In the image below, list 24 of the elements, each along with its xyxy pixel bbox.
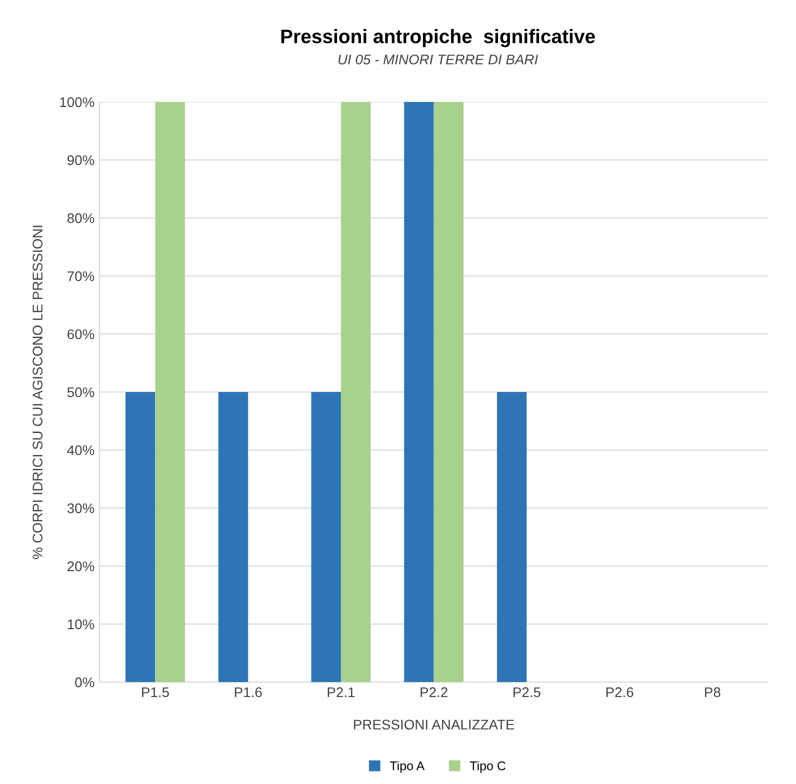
legend-label: Tipo C [470,761,506,773]
y-tick-label: 90% [67,155,94,166]
x-tick-label: P1.5 [142,687,169,698]
y-tick-label: 20% [68,561,94,572]
y-tick-label: 60% [68,329,94,340]
chart-subtitle: UI 05 - MINORI TERRE DI BARI [338,54,538,64]
y-tick-label: 50% [67,387,94,398]
legend-label: Tipo A [390,761,425,773]
x-tick-label: P2.1 [328,687,355,698]
x-tick-label: P2.6 [606,687,634,698]
y-tick-label: 100% [60,97,94,108]
x-tick-label: P8 [705,687,720,698]
x-tick-label: P2.5 [514,687,540,698]
y-tick-label: 0% [75,677,94,688]
y-tick-label: 40% [67,445,94,456]
y-tick-label: 70% [68,271,94,282]
chart-title: Pressioni antropiche significative [281,29,595,48]
y-tick-label: 80% [67,213,94,224]
x-tick-label: P1.6 [234,687,262,698]
y-tick-label: 10% [68,619,94,630]
y-tick-label: 30% [67,503,94,514]
y-axis-title: % CORPI IDRICI SU CUI AGISCONO LE PRESSIONI [32,226,42,559]
x-axis-title: PRESSIONI ANALIZZATE [354,720,514,730]
x-tick-label: P2.2 [420,687,448,698]
